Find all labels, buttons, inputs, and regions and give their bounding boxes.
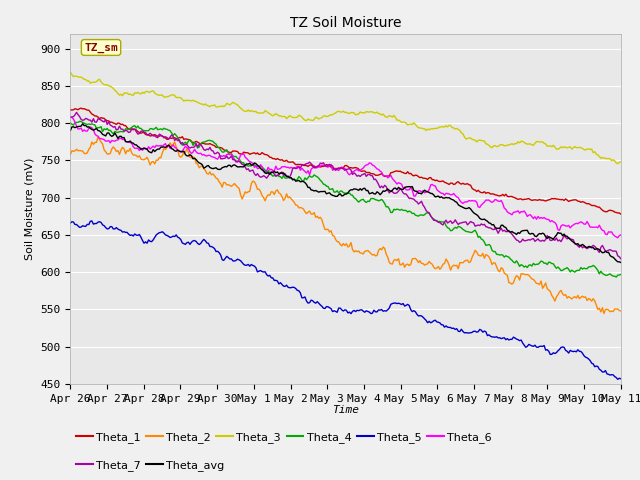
Line: Theta_7: Theta_7 xyxy=(70,112,621,259)
Theta_3 xyxy=(230,100,238,106)
Theta_4 xyxy=(67,120,74,126)
Theta_6 xyxy=(258,164,266,169)
Theta_3 xyxy=(134,89,141,95)
Line: Theta_3: Theta_3 xyxy=(70,72,621,164)
Theta_1 xyxy=(232,148,240,154)
Theta_6 xyxy=(617,232,625,238)
Theta_1 xyxy=(250,150,258,156)
Theta_5 xyxy=(614,376,621,382)
Theta_7 xyxy=(73,109,81,115)
Theta_1 xyxy=(136,130,143,135)
Theta_avg xyxy=(617,260,625,265)
Theta_3 xyxy=(249,108,257,114)
Theta_7 xyxy=(250,171,258,177)
Theta_5 xyxy=(67,220,74,226)
Theta_1 xyxy=(308,164,316,169)
Theta_5 xyxy=(136,232,143,238)
Theta_5 xyxy=(617,376,625,382)
Theta_2 xyxy=(600,311,608,316)
Theta_3 xyxy=(307,117,315,123)
Theta_3 xyxy=(614,161,621,167)
Line: Theta_avg: Theta_avg xyxy=(70,124,621,263)
Theta_avg xyxy=(79,121,86,127)
Theta_7 xyxy=(308,162,316,168)
Theta_2 xyxy=(260,195,268,201)
Line: Theta_1: Theta_1 xyxy=(70,108,621,214)
Theta_4 xyxy=(232,154,240,159)
Theta_1 xyxy=(77,105,85,111)
Theta_2 xyxy=(250,179,258,185)
Theta_2 xyxy=(67,152,74,157)
Y-axis label: Soil Moisture (mV): Soil Moisture (mV) xyxy=(25,157,35,260)
Theta_4 xyxy=(308,174,316,180)
Theta_6 xyxy=(230,156,238,162)
Theta_4 xyxy=(136,125,143,131)
Theta_2 xyxy=(136,153,143,159)
Theta_5 xyxy=(232,258,240,264)
Theta_avg xyxy=(67,128,74,133)
Theta_3 xyxy=(258,110,266,116)
Theta_4 xyxy=(76,119,83,124)
Legend: Theta_1, Theta_2, Theta_3, Theta_4, Theta_5, Theta_6: Theta_1, Theta_2, Theta_3, Theta_4, Thet… xyxy=(76,432,492,443)
Theta_7 xyxy=(232,158,240,164)
Theta_5 xyxy=(260,269,268,275)
Theta_5 xyxy=(88,218,96,224)
Theta_1 xyxy=(588,203,595,208)
Theta_5 xyxy=(308,298,316,303)
Theta_4 xyxy=(617,272,625,277)
Theta_7 xyxy=(260,173,268,179)
Text: TZ_sm: TZ_sm xyxy=(84,42,118,53)
Theta_5 xyxy=(250,263,258,269)
Theta_2 xyxy=(588,298,595,304)
Title: TZ Soil Moisture: TZ Soil Moisture xyxy=(290,16,401,30)
Theta_avg xyxy=(260,168,268,174)
Line: Theta_2: Theta_2 xyxy=(70,137,621,313)
Theta_avg xyxy=(588,245,595,251)
Theta_avg xyxy=(232,163,240,168)
Theta_1 xyxy=(260,151,268,156)
Theta_2 xyxy=(308,211,316,217)
Theta_4 xyxy=(612,274,620,280)
Theta_2 xyxy=(94,134,102,140)
Theta_6 xyxy=(586,224,594,230)
Theta_2 xyxy=(232,182,240,188)
Theta_avg xyxy=(250,160,258,166)
X-axis label: Time: Time xyxy=(332,405,359,415)
Theta_6 xyxy=(249,160,257,166)
Theta_4 xyxy=(588,264,595,269)
Theta_6 xyxy=(614,235,621,240)
Line: Theta_4: Theta_4 xyxy=(70,121,621,277)
Theta_5 xyxy=(588,360,595,366)
Theta_avg xyxy=(308,187,316,193)
Theta_7 xyxy=(588,244,595,250)
Theta_1 xyxy=(617,211,625,217)
Line: Theta_5: Theta_5 xyxy=(70,221,621,379)
Theta_6 xyxy=(134,145,141,151)
Theta_3 xyxy=(617,159,625,165)
Theta_7 xyxy=(136,131,143,136)
Theta_4 xyxy=(250,162,258,168)
Theta_3 xyxy=(67,70,74,75)
Theta_1 xyxy=(67,107,74,112)
Theta_avg xyxy=(136,144,143,150)
Line: Theta_6: Theta_6 xyxy=(70,117,621,238)
Theta_7 xyxy=(617,256,625,262)
Theta_7 xyxy=(67,114,74,120)
Theta_3 xyxy=(586,147,594,153)
Theta_2 xyxy=(617,308,625,314)
Theta_4 xyxy=(260,166,268,171)
Theta_6 xyxy=(67,114,74,120)
Theta_6 xyxy=(307,167,315,172)
